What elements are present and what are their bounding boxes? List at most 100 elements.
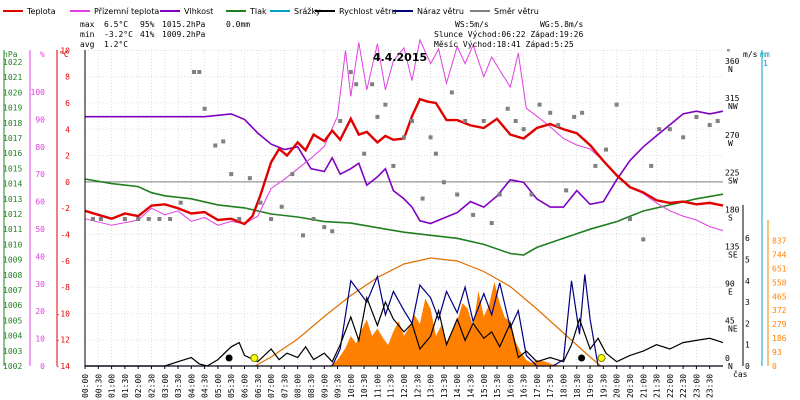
- time-tick-label: 14:30: [466, 374, 475, 398]
- wind-direction-point: [383, 102, 388, 107]
- time-tick-label: 06:30: [254, 374, 263, 398]
- time-tick-label: 05:00: [214, 374, 223, 398]
- wind-direction-point: [481, 118, 486, 123]
- wind-direction-point: [513, 118, 518, 123]
- radiation-tick-label: 186: [772, 334, 787, 343]
- wind-direction-point: [362, 151, 367, 156]
- time-tick-label: 00:30: [94, 374, 103, 398]
- radiation-max-line: [254, 257, 602, 367]
- time-tick-label: 23:30: [706, 374, 715, 398]
- temperature-line: [84, 97, 724, 226]
- hpa-tick-label: 1010: [3, 240, 22, 249]
- wind-direction-point: [258, 200, 263, 205]
- time-tick-label: 20:00: [613, 374, 622, 398]
- hpa-tick-label: 1017: [3, 134, 22, 143]
- hpa-tick-label: 1011: [3, 225, 22, 234]
- wind-direction-point: [449, 90, 454, 95]
- wind-direction-point: [322, 225, 327, 230]
- wind-direction-point: [497, 192, 502, 197]
- time-tick-label: 15:30: [493, 374, 502, 398]
- wind-direction-point: [229, 172, 234, 177]
- wind-direction-point: [505, 106, 510, 111]
- wind-direction-point: [157, 216, 162, 221]
- hpa-tick-label: 1005: [3, 316, 22, 325]
- wind-direction-point: [348, 69, 353, 74]
- wind-gust-line: [85, 274, 723, 367]
- stats-sun: Slunce Východ:06:22 Západ:19:26: [434, 30, 583, 39]
- wind-direction-point: [521, 127, 526, 132]
- legend-label: Tlak: [249, 7, 267, 16]
- wind-direction-point: [694, 114, 699, 119]
- temp-tick-label: 2: [65, 152, 70, 161]
- hpa-tick-label: 1020: [3, 88, 22, 97]
- stats-wind-gust: WG:5.8m/s: [540, 20, 584, 29]
- wind-direction-point: [548, 110, 553, 115]
- pct-tick-label: 60: [35, 198, 45, 207]
- legend-label: Rychlost větru: [339, 7, 396, 16]
- time-tick-label: 12:30: [413, 374, 422, 398]
- temp-tick-label: 10: [60, 46, 70, 55]
- hpa-tick-label: 1018: [3, 119, 22, 128]
- time-tick-label: 03:30: [174, 374, 183, 398]
- time-tick-label: 02:30: [147, 374, 156, 398]
- stats-min-temp: -3.2°C: [104, 30, 133, 39]
- temp-tick-label: -2: [60, 204, 70, 213]
- stats-avg-temp: 1.2°C: [104, 40, 128, 49]
- wind-direction-point: [178, 200, 183, 205]
- wind-direction-point: [197, 69, 202, 74]
- direction-tick-name: W: [728, 139, 733, 148]
- time-tick-label: 22:30: [679, 374, 688, 398]
- hpa-tick-label: 1003: [3, 347, 22, 356]
- wind-direction-point: [604, 147, 609, 152]
- legend-label: Srážky: [294, 7, 321, 16]
- wind-direction-point: [168, 216, 173, 221]
- pct-axis-unit: %: [40, 50, 45, 59]
- time-tick-label: 13:00: [427, 374, 436, 398]
- wind-direction-point: [136, 216, 141, 221]
- ms-tick-label: 6: [745, 234, 750, 243]
- chart-title: 4.4.2015: [373, 51, 427, 64]
- wind-direction-point: [279, 204, 284, 209]
- wind-direction-point: [420, 196, 425, 201]
- moonrise-marker: [578, 354, 586, 362]
- stats-avg-label: avg: [80, 40, 95, 49]
- solar-radiation: [85, 257, 723, 367]
- time-tick-label: 03:00: [161, 374, 170, 398]
- wind-direction-point: [191, 69, 196, 74]
- temp-tick-label: -14: [56, 362, 71, 371]
- direction-tick-label: 315: [725, 94, 740, 103]
- stats-min-label: min: [80, 30, 95, 39]
- direction-tick-label: 360: [725, 57, 740, 66]
- temp-tick-label: -12: [56, 336, 71, 345]
- pct-tick-label: 70: [35, 170, 45, 179]
- wind-direction-point: [614, 102, 619, 107]
- temp-tick-label: 6: [65, 99, 70, 108]
- radiation-tick-label: 279: [772, 320, 787, 329]
- time-tick-label: 16:00: [506, 374, 515, 398]
- time-tick-label: 09:30: [334, 374, 343, 398]
- stats-moon: Měsíc Východ:18:41 Západ:5:25: [434, 40, 574, 49]
- hpa-tick-label: 1019: [3, 104, 22, 113]
- wind-direction-point: [213, 143, 218, 148]
- temp-tick-label: -4: [60, 231, 70, 240]
- hpa-tick-label: 1002: [3, 362, 22, 371]
- direction-tick-name: S: [728, 213, 733, 222]
- radiation-tick-label: 651: [772, 264, 787, 273]
- wind-direction-point: [641, 237, 646, 242]
- time-tick-label: 18:00: [560, 374, 569, 398]
- time-tick-label: 08:30: [307, 374, 316, 398]
- radiation-tick-label: 0: [772, 362, 777, 371]
- x-axis-label: čas: [733, 369, 748, 379]
- direction-tick-name: N: [728, 362, 733, 371]
- wind-direction-point: [471, 212, 476, 217]
- ms-tick-label: 2: [745, 319, 750, 328]
- time-tick-label: 15:00: [480, 374, 489, 398]
- hpa-axis-unit: hPa: [3, 50, 18, 59]
- time-tick-label: 06:00: [241, 374, 250, 398]
- legend-label: Teplota: [26, 7, 56, 16]
- radiation-tick-label: 837: [772, 236, 787, 245]
- hpa-tick-label: 1014: [3, 180, 22, 189]
- wind-direction-point: [98, 216, 103, 221]
- radiation-tick-label: 93: [772, 348, 782, 357]
